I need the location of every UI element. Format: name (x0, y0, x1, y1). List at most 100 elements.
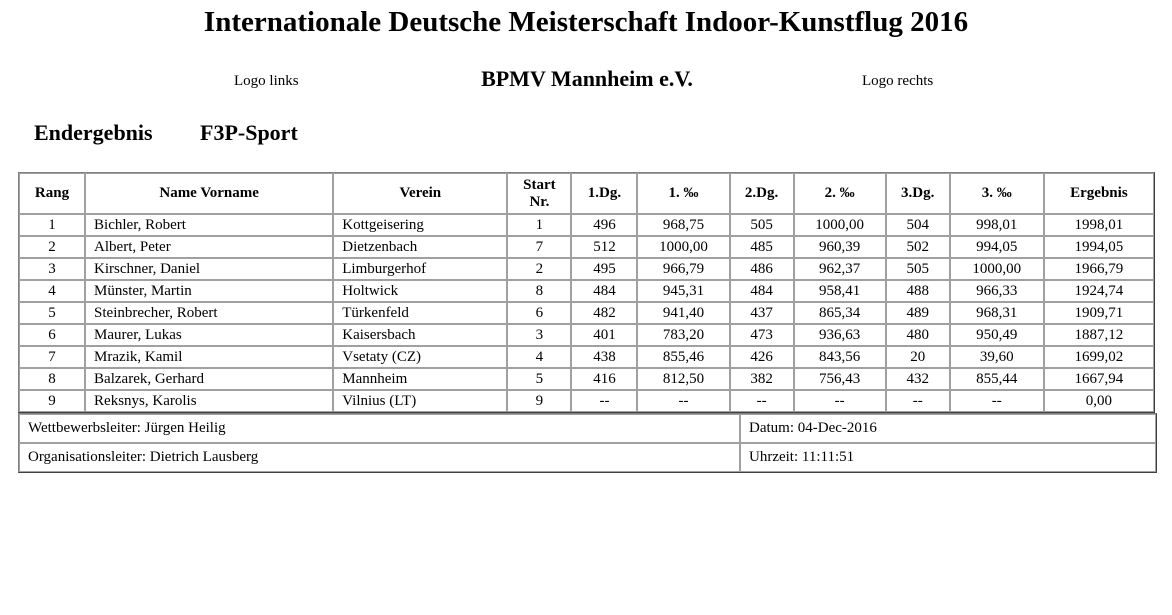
table-row: 3 Kirschner, Daniel Limburgerhof 2 495 9… (19, 258, 1154, 280)
cell-p1: 968,75 (637, 214, 730, 236)
header-p2: 2. ‰ (793, 173, 886, 214)
cell-dg2: 426 (729, 346, 794, 368)
cell-dg3: 432 (885, 368, 950, 390)
cell-ergebnis: 1909,71 (1043, 302, 1154, 324)
cell-start: 3 (507, 324, 572, 346)
cell-dg2: 473 (729, 324, 794, 346)
cell-verein: Holtwick (333, 280, 508, 302)
cell-dg3: 489 (885, 302, 950, 324)
header-verein: Verein (333, 173, 508, 214)
header-dg2: 2.Dg. (729, 173, 794, 214)
cell-start: 6 (507, 302, 572, 324)
logo-left-placeholder: Logo links (234, 73, 299, 89)
cell-dg3: 488 (885, 280, 950, 302)
cell-dg1: 438 (571, 346, 638, 368)
cell-verein: Dietzenbach (333, 236, 508, 258)
header-rang: Rang (19, 173, 86, 214)
cell-name: Albert, Peter (85, 236, 334, 258)
table-row: 2 Albert, Peter Dietzenbach 7 512 1000,0… (19, 236, 1154, 258)
cell-p3: 39,60 (949, 346, 1044, 368)
logo-right-placeholder: Logo rechts (862, 73, 934, 89)
time-field: Uhrzeit: 11:11:51 (740, 443, 1156, 472)
cell-dg3: -- (885, 390, 950, 412)
club-name: BPMV Mannheim e.V. (481, 66, 693, 91)
result-label: Endergebnis (34, 120, 153, 145)
cell-rang: 7 (19, 346, 86, 368)
cell-rang: 3 (19, 258, 86, 280)
cell-p2: 1000,00 (793, 214, 886, 236)
cell-start: 5 (507, 368, 572, 390)
header-p1: 1. ‰ (637, 173, 730, 214)
cell-p1: 945,31 (637, 280, 730, 302)
cell-p1: 812,50 (637, 368, 730, 390)
page-title: Internationale Deutsche Meisterschaft In… (203, 6, 969, 38)
cell-start: 9 (507, 390, 572, 412)
cell-name: Bichler, Robert (85, 214, 334, 236)
cell-rang: 4 (19, 280, 86, 302)
table-row: 9 Reksnys, Karolis Vilnius (LT) 9 -- -- … (19, 390, 1154, 412)
cell-ergebnis: 1887,12 (1043, 324, 1154, 346)
cell-p1: 941,40 (637, 302, 730, 324)
cell-p3: 855,44 (949, 368, 1044, 390)
cell-dg1: 401 (571, 324, 638, 346)
cell-p1: 1000,00 (637, 236, 730, 258)
header-ergebnis: Ergebnis (1043, 173, 1154, 214)
cell-p1: 966,79 (637, 258, 730, 280)
table-row: 7 Mrazik, Kamil Vsetaty (CZ) 4 438 855,4… (19, 346, 1154, 368)
cell-verein: Kaisersbach (333, 324, 508, 346)
footer-row: Wettbewerbsleiter: Jürgen Heilig Datum: … (19, 414, 1156, 443)
cell-dg3: 504 (885, 214, 950, 236)
cell-dg2: -- (729, 390, 794, 412)
cell-ergebnis: 0,00 (1043, 390, 1154, 412)
cell-p2: 960,39 (793, 236, 886, 258)
cell-p2: 958,41 (793, 280, 886, 302)
cell-dg1: -- (571, 390, 638, 412)
cell-p2: 756,43 (793, 368, 886, 390)
cell-dg2: 437 (729, 302, 794, 324)
footer-table: Wettbewerbsleiter: Jürgen Heilig Datum: … (18, 413, 1157, 473)
cell-dg1: 495 (571, 258, 638, 280)
header-start-line2: Nr. (529, 193, 550, 210)
cell-p3: 968,31 (949, 302, 1044, 324)
table-header-row: Rang Name Vorname Verein Start Nr. 1.Dg. … (19, 173, 1154, 214)
cell-ergebnis: 1966,79 (1043, 258, 1154, 280)
cell-dg3: 480 (885, 324, 950, 346)
cell-name: Steinbrecher, Robert (85, 302, 334, 324)
cell-start: 7 (507, 236, 572, 258)
cell-p2: 865,34 (793, 302, 886, 324)
cell-dg1: 512 (571, 236, 638, 258)
cell-dg3: 502 (885, 236, 950, 258)
cell-verein: Vilnius (LT) (333, 390, 508, 412)
cell-start: 1 (507, 214, 572, 236)
cell-p1: 783,20 (637, 324, 730, 346)
cell-start: 2 (507, 258, 572, 280)
cell-ergebnis: 1994,05 (1043, 236, 1154, 258)
cell-rang: 9 (19, 390, 86, 412)
cell-ergebnis: 1699,02 (1043, 346, 1154, 368)
results-table: Rang Name Vorname Verein Start Nr. 1.Dg. … (18, 172, 1155, 413)
table-row: 5 Steinbrecher, Robert Türkenfeld 6 482 … (19, 302, 1154, 324)
competition-director: Wettbewerbsleiter: Jürgen Heilig (19, 414, 740, 443)
cell-rang: 6 (19, 324, 86, 346)
cell-p1: -- (637, 390, 730, 412)
header-start: Start Nr. (507, 173, 572, 214)
cell-p3: 998,01 (949, 214, 1044, 236)
cell-p2: -- (793, 390, 886, 412)
cell-rang: 8 (19, 368, 86, 390)
cell-rang: 2 (19, 236, 86, 258)
table-row: 8 Balzarek, Gerhard Mannheim 5 416 812,5… (19, 368, 1154, 390)
cell-p2: 843,56 (793, 346, 886, 368)
cell-dg2: 382 (729, 368, 794, 390)
cell-name: Reksnys, Karolis (85, 390, 334, 412)
table-row: 4 Münster, Martin Holtwick 8 484 945,31 … (19, 280, 1154, 302)
cell-dg1: 416 (571, 368, 638, 390)
header-name: Name Vorname (85, 173, 334, 214)
cell-start: 8 (507, 280, 572, 302)
header-p3: 3. ‰ (949, 173, 1044, 214)
cell-dg1: 484 (571, 280, 638, 302)
organization-director: Organisationsleiter: Dietrich Lausberg (19, 443, 740, 472)
cell-name: Münster, Martin (85, 280, 334, 302)
header-dg3: 3.Dg. (885, 173, 950, 214)
cell-verein: Kottgeisering (333, 214, 508, 236)
cell-dg2: 486 (729, 258, 794, 280)
